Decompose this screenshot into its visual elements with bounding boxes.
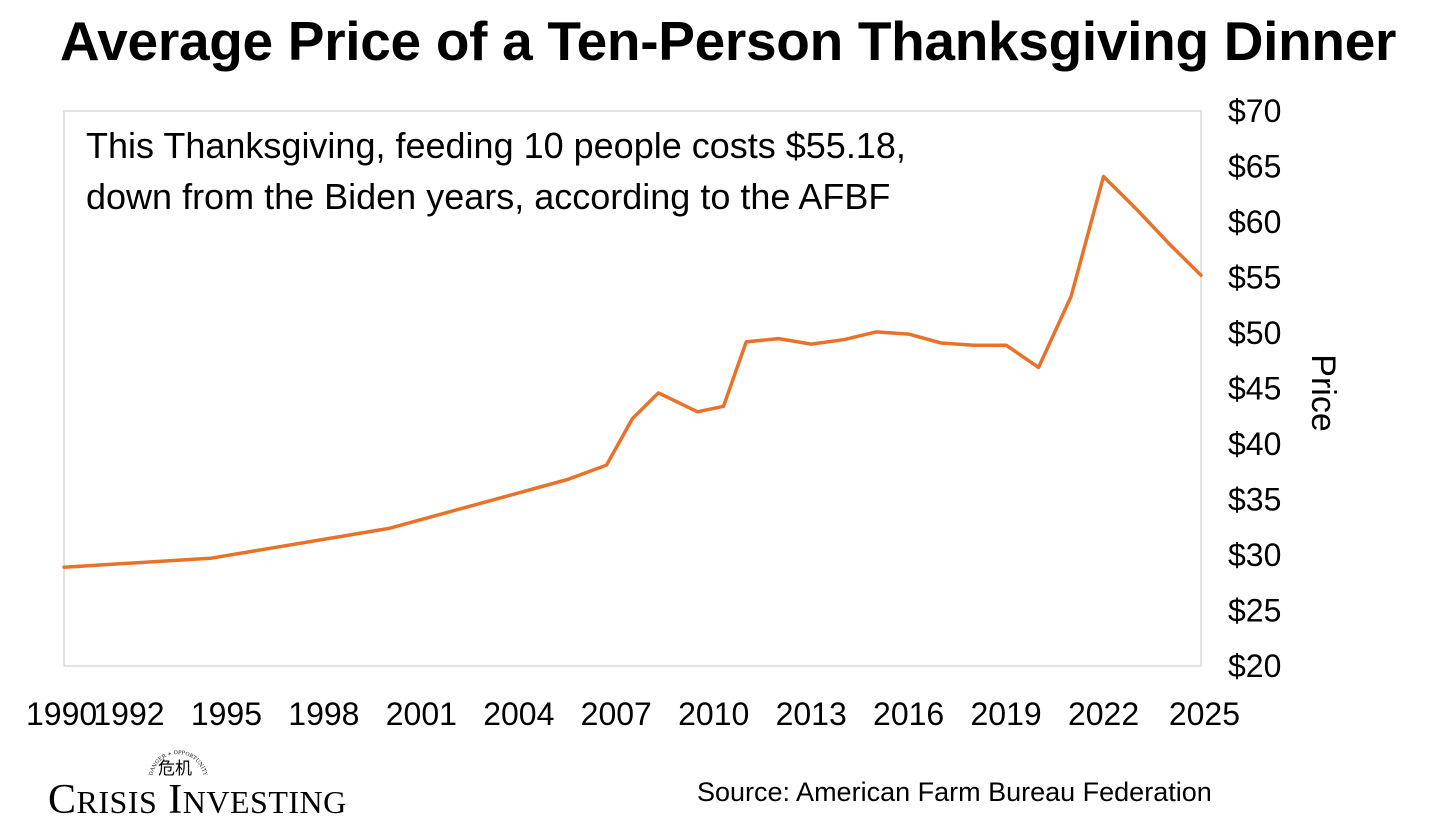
x-tick-label: 1990 <box>26 696 97 732</box>
annotation-line-1: This Thanksgiving, feeding 10 people cos… <box>86 125 906 166</box>
chart-title: Average Price of a Ten-Person Thanksgivi… <box>59 10 1397 72</box>
y-tick-label: $40 <box>1228 426 1281 462</box>
y-tick-label: $20 <box>1228 648 1281 684</box>
x-tick-label: 2010 <box>678 696 749 732</box>
logo-wordmark: CRISIS INVESTING <box>48 777 347 823</box>
series-line-price <box>62 174 1203 569</box>
x-tick-label: 2001 <box>386 696 457 732</box>
x-tick-label: 1992 <box>93 696 164 732</box>
y-axis-tick-labels: $20 $25 $30 $35 $40 $45 $50 $55 $60 $65 $70 <box>1228 93 1281 684</box>
y-tick-label: $45 <box>1228 371 1281 407</box>
source-note: Source: American Farm Bureau Federation <box>697 777 1212 807</box>
x-tick-label: 2019 <box>970 696 1041 732</box>
x-tick-label: 2016 <box>873 696 944 732</box>
x-tick-label: 1995 <box>191 696 262 732</box>
x-tick-label: 2004 <box>483 696 554 732</box>
y-tick-label: $50 <box>1228 315 1281 351</box>
logo-glyph: 危机 <box>158 759 192 779</box>
x-tick-label: 2025 <box>1169 696 1240 732</box>
chart-annotation: This Thanksgiving, feeding 10 people cos… <box>86 120 906 222</box>
y-tick-label: $35 <box>1228 482 1281 518</box>
y-tick-label: $25 <box>1228 593 1281 629</box>
annotation-line-2: down from the Biden years, according to … <box>86 176 891 217</box>
crisis-investing-logo: DANGER + OPPORTUNITY 危机 CRISIS INVESTING <box>48 748 378 828</box>
y-tick-label: $60 <box>1228 204 1281 240</box>
y-tick-label: $70 <box>1228 93 1281 129</box>
x-tick-label: 1998 <box>288 696 359 732</box>
logo-arc: DANGER + OPPORTUNITY <box>148 750 207 777</box>
x-tick-label: 2007 <box>581 696 652 732</box>
series-layer <box>62 174 1203 569</box>
y-axis-label: Price <box>1304 354 1342 431</box>
x-tick-label: 2013 <box>776 696 847 732</box>
plot-area <box>63 110 1202 667</box>
y-tick-label: $30 <box>1228 537 1281 573</box>
x-tick-label: 2022 <box>1068 696 1139 732</box>
y-tick-label: $65 <box>1228 149 1281 185</box>
y-tick-label: $55 <box>1228 260 1281 296</box>
